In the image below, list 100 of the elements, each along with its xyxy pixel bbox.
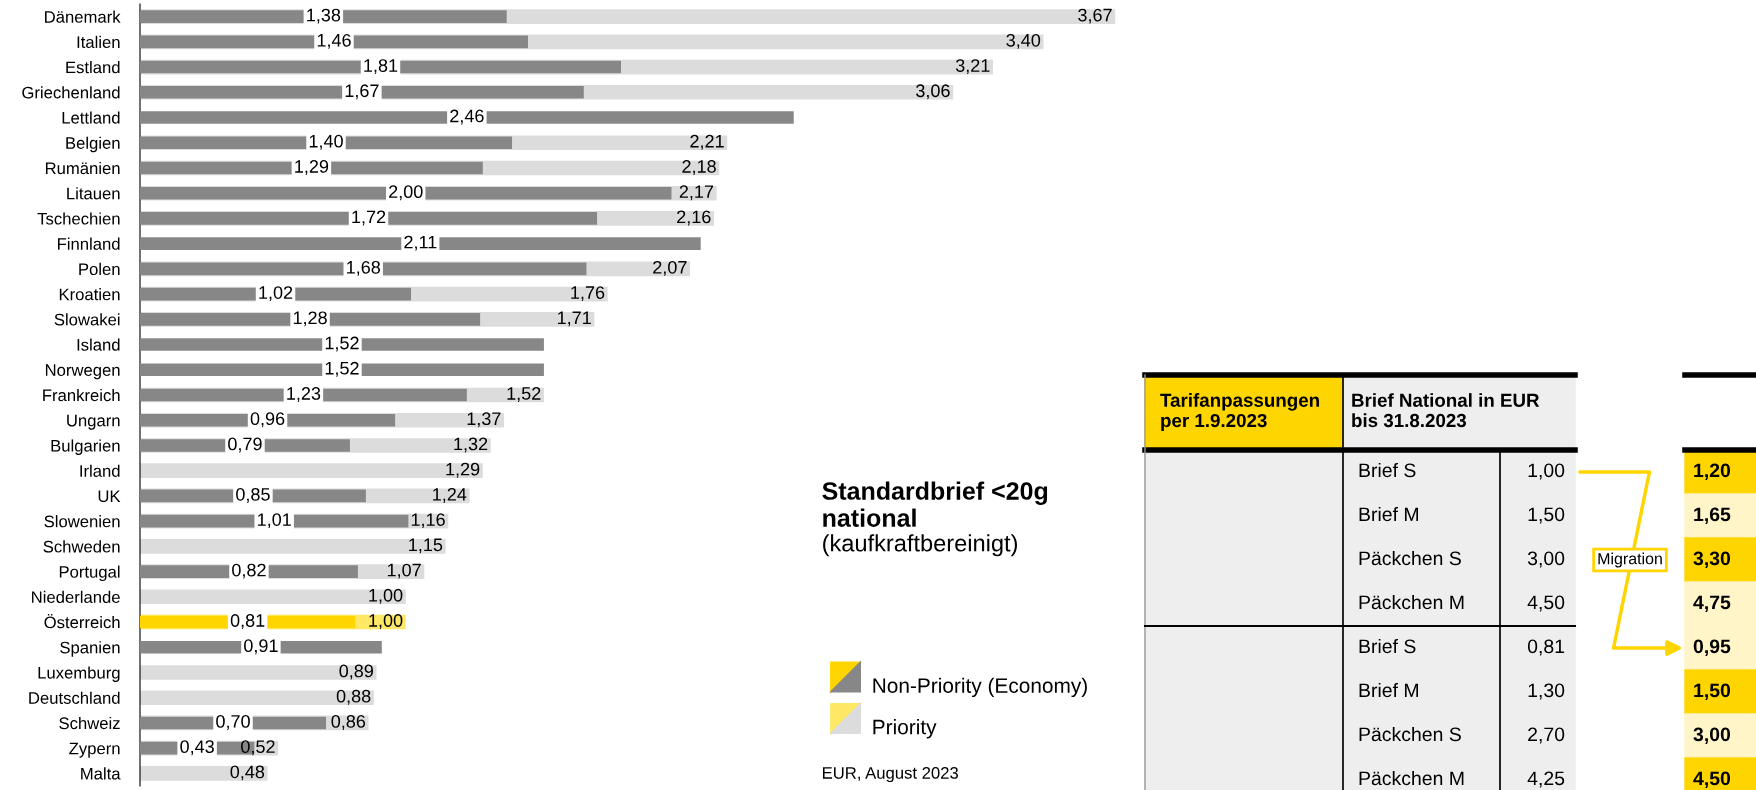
text: (kaufkraftbereinigt) [823,534,1017,557]
data-label: 1,68 [347,260,380,276]
y-tick-label: Malta [81,767,121,780]
bar [140,665,377,680]
data-label: 0,95 [1693,639,1731,657]
data-label: 1,30 [1528,683,1565,700]
data-label: 1,67 [345,84,379,100]
data-label: 3,00 [1527,551,1565,568]
data-label: 0,82 [232,563,266,579]
y-tick-label: Italien [77,35,120,49]
y-tick-label: Zypern [69,742,120,758]
data-label: 1,46 [317,33,351,49]
y-tick-label: Estland [66,61,120,74]
data-label: 1,00 [369,588,403,604]
data-label: 3,21 [955,59,990,75]
data-label: 2,21 [690,134,724,150]
data-label: 1,02 [259,286,293,302]
data-label: 1,07 [387,563,421,579]
data-label: 1,38 [307,8,341,24]
data-label: 0,88 [336,689,371,705]
y-tick-label: Lettland [62,111,120,124]
data-label: 1,23 [287,387,321,402]
data-label: 2,11 [404,235,437,251]
legend-label: Priority [873,719,937,739]
data-label: 1,65 [1694,507,1731,525]
data-label: 3,30 [1693,551,1731,569]
bar [140,463,483,478]
data-label: 4,25 [1527,771,1565,788]
data-label: 1,40 [309,134,343,150]
bar [140,539,446,554]
data-label: 2,70 [1528,727,1565,744]
data-label: 2,16 [677,210,711,226]
bar [140,690,374,706]
y-tick-label: Deutschland [29,691,120,704]
data-label: 3,00 [1693,727,1731,745]
data-label: 2,07 [653,260,687,276]
data-label: 0,70 [216,715,250,730]
y-tick-label: Rumänien [45,161,120,175]
data-label: 1,01 [258,513,291,529]
data-label: 4,75 [1693,595,1731,613]
category-label: Päckchen S [1359,550,1461,566]
data-label: 1,32 [454,437,488,453]
bar [140,766,268,781]
data-label: 1,00 [369,614,403,630]
y-tick-label: Dänemark [45,10,121,23]
y-tick-label: Finnland [58,237,120,250]
y-tick-label: Luxemburg [38,666,120,682]
y-tick-label: Slowakei [54,313,120,326]
bar [140,85,584,99]
data-label: 1,15 [409,538,443,554]
data-label: 1,00 [1528,463,1565,480]
bar [140,136,513,150]
annotation: EUR, August 2023 [822,766,959,783]
text: Tarifanpassungen per 1.9.2023 [1160,393,1319,431]
category-label: Brief M [1359,682,1418,698]
data-label: 1,81 [364,59,398,75]
data-label: 2,17 [679,185,714,201]
y-tick-label: Irland [80,464,120,477]
data-label: 1,29 [295,160,329,175]
legend-label: Non-Priority (Economy) [873,677,1087,698]
data-label: 1,72 [352,210,386,226]
data-label: 1,29 [446,462,480,478]
y-tick-label: Portugal [59,565,120,582]
data-label: 0,96 [250,412,285,428]
data-label: 1,71 [557,311,591,327]
data-label: 0,43 [180,740,214,756]
data-label: 1,20 [1694,463,1731,481]
data-label: 1,52 [325,336,359,352]
data-label: 1,37 [467,412,501,428]
y-tick-label: Schweiz [59,716,120,730]
data-label: 0,48 [230,765,265,781]
y-tick-label: Kroatien [59,288,120,301]
data-label: 1,52 [507,387,541,402]
text: Standardbrief <20g national [822,481,1048,527]
text: Brief National in EUR bis 31.8.2023 [1352,393,1540,428]
bar [140,338,544,351]
data-label: 0,89 [339,664,373,680]
data-label: 1,50 [1694,683,1731,701]
y-tick-label: Schweden [43,540,120,553]
category-label: Brief M [1359,506,1418,522]
bar [140,10,507,23]
data-label: 0,81 [1527,639,1565,656]
data-label: 0,91 [244,639,278,655]
y-tick-label: Island [77,338,120,351]
y-tick-label: Spanien [60,641,120,657]
y-tick-label: UK [98,490,121,503]
data-label: 1,52 [325,361,359,377]
y-tick-label: Polen [79,262,120,276]
y-tick-label: Frankreich [43,388,120,402]
y-tick-label: Österreich [44,614,120,629]
y-tick-label: Litauen [67,187,120,200]
category-label: Brief S [1359,462,1416,478]
data-label: 3,67 [1078,8,1112,24]
data-label: 1,24 [433,487,467,503]
data-label: 3,06 [916,84,950,100]
data-label: 1,50 [1528,507,1565,524]
data-label: 1,28 [293,311,327,327]
data-label: 3,40 [1006,33,1041,49]
bar [140,313,481,326]
data-label: 2,00 [389,185,423,201]
